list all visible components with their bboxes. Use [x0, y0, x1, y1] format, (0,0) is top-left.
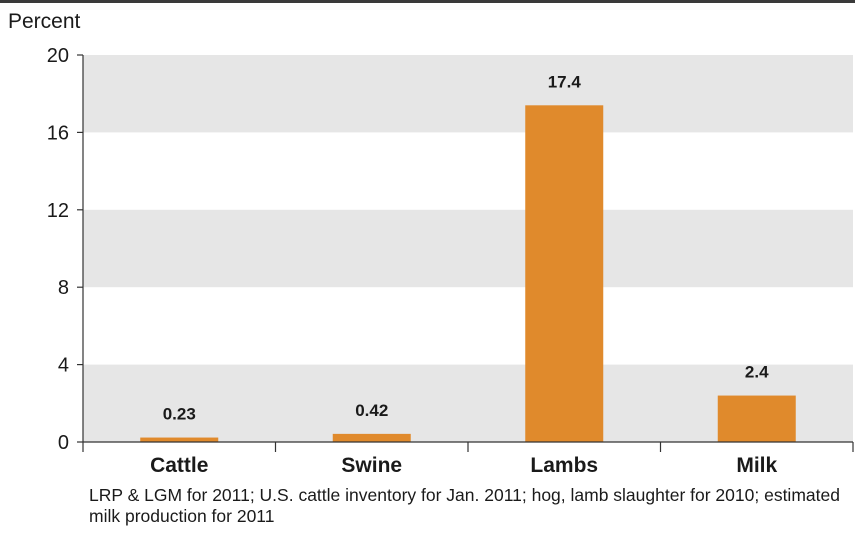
footnote: LRP & LGM for 2011; U.S. cattle inventor…	[89, 485, 840, 526]
x-label-cattle: Cattle	[150, 454, 208, 477]
bar-milk	[717, 395, 796, 442]
bar-lambs	[525, 105, 604, 442]
data-label-lambs: 17.4	[548, 72, 582, 91]
data-label-cattle: 0.23	[163, 405, 196, 424]
grid-band	[83, 55, 853, 133]
x-label-lambs: Lambs	[530, 454, 598, 477]
top-rule	[0, 0, 855, 3]
x-ticks	[82, 442, 854, 452]
x-label-swine: Swine	[341, 454, 402, 477]
data-labels: 0.23 0.42 17.4 2.4	[163, 72, 769, 423]
bars	[140, 105, 796, 442]
y-tick-label: 16	[47, 122, 69, 144]
x-labels: Cattle Swine Lambs Milk	[150, 454, 777, 477]
y-tick-label: 4	[58, 355, 69, 377]
y-tick-label: 0	[58, 432, 69, 454]
y-ticks: 0 4 8 12 16 20	[47, 45, 83, 454]
bar-cattle	[140, 437, 219, 442]
background-bands	[83, 55, 853, 442]
data-label-swine: 0.42	[355, 401, 388, 420]
y-tick-label: 8	[58, 277, 69, 299]
data-label-milk: 2.4	[745, 363, 769, 382]
y-tick-label: 20	[47, 45, 69, 67]
grid-band	[83, 209, 853, 288]
bar-swine	[332, 433, 411, 442]
bar-chart: Percent 0 4 8 12 16 20 0.23 0.42 17.4 2.4 Cattle…	[8, 10, 854, 477]
y-tick-label: 12	[47, 200, 69, 222]
y-axis-label: Percent	[8, 10, 81, 33]
x-label-milk: Milk	[736, 454, 777, 477]
